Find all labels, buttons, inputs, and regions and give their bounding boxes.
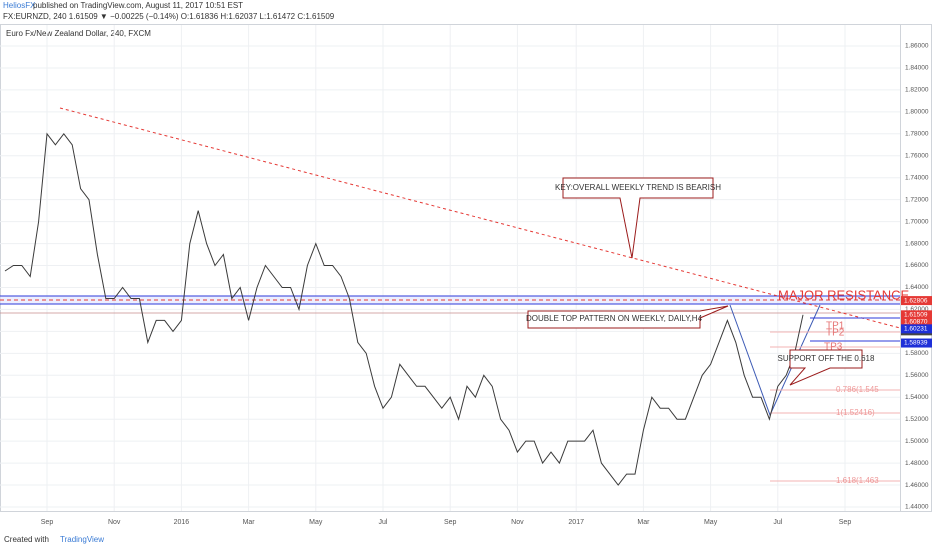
bearish-trendline <box>59 107 901 329</box>
published-line: published on TradingView.com, August 11,… <box>33 1 243 10</box>
callout-text: KEY:OVERALL WEEKLY TREND IS BEARISH <box>555 183 721 192</box>
price-label: 1.58939 <box>904 340 928 347</box>
tp-label: TP3 <box>824 342 843 353</box>
price-label: 1.60231 <box>904 326 928 333</box>
price-label-box <box>901 324 932 334</box>
callout-box <box>527 305 729 329</box>
publisher[interactable]: HeliosFX <box>3 1 36 10</box>
callout-text: SUPPORT OFF THE 0.618 <box>778 354 875 363</box>
y-tick-label: 1.84000 <box>905 65 929 72</box>
price-label-box <box>901 296 932 306</box>
price-label: 1.61509 <box>904 312 928 319</box>
callout-box <box>789 349 863 386</box>
y-tick-label: 1.68000 <box>905 240 929 247</box>
y-tick-label: 1.50000 <box>905 438 929 445</box>
x-tick-label: 2017 <box>568 519 584 526</box>
tp-label: TP2 <box>826 328 845 339</box>
footer-created: Created with <box>4 535 49 544</box>
y-tick-label: 1.66000 <box>905 262 929 269</box>
chart-title: Euro Fx/New Zealand Dollar, 240, FXCM <box>6 29 151 38</box>
callout-text: DOUBLE TOP PATTERN ON WEEKLY, DAILY,H4 <box>526 314 703 323</box>
fib-label: 1.618(1.463 <box>836 476 879 485</box>
y-tick-label: 1.46000 <box>905 482 929 489</box>
price-label-box <box>901 310 932 320</box>
x-tick-label: Jul <box>773 519 782 526</box>
x-tick-label: Nov <box>108 519 121 526</box>
y-tick-label: 1.76000 <box>905 152 929 159</box>
y-tick-label: 1.86000 <box>905 43 929 50</box>
x-tick-label: 2016 <box>174 519 190 526</box>
price-label-box <box>901 338 932 348</box>
x-tick-label: Mar <box>637 519 650 526</box>
x-tick-label: Jul <box>379 519 388 526</box>
resistance-label: MAJOR RESISTANCE <box>778 287 910 302</box>
x-tick-label: May <box>309 519 323 526</box>
fib-label: 1(1.52416) <box>836 408 875 417</box>
y-tick-label: 1.56000 <box>905 372 929 379</box>
x-tick-label: Sep <box>444 519 457 526</box>
y-tick-label: 1.70000 <box>905 218 929 225</box>
x-tick-label: Mar <box>243 519 256 526</box>
y-tick-label: 1.54000 <box>905 394 929 401</box>
price-label: 1.62806 <box>904 297 928 304</box>
tp-label: TP1 <box>826 321 845 332</box>
footer-brand[interactable]: TradingView <box>60 535 104 544</box>
y-tick-label: 1.48000 <box>905 460 929 467</box>
price-label: 1.60870 <box>904 319 928 326</box>
price-label-box <box>901 317 932 327</box>
y-tick-label: 1.64000 <box>905 284 929 291</box>
x-tick-label: Sep <box>41 519 54 526</box>
y-tick-label: 1.78000 <box>905 131 929 138</box>
y-tick-label: 1.80000 <box>905 109 929 116</box>
x-tick-label: May <box>704 519 718 526</box>
y-tick-label: 1.82000 <box>905 87 929 94</box>
y-tick-label: 1.74000 <box>905 174 929 181</box>
fib-label: 0.786(1.545 <box>836 385 879 394</box>
price-line <box>4 132 804 486</box>
y-tick-label: 1.44000 <box>905 504 929 511</box>
x-tick-label: Sep <box>839 519 852 526</box>
callout-box <box>562 177 714 259</box>
y-tick-label: 1.72000 <box>905 196 929 203</box>
y-tick-label: 1.52000 <box>905 416 929 423</box>
y-tick-label: 1.58000 <box>905 350 929 357</box>
quote-line: FX:EURNZD, 240 1.61509 ▼ −0.00225 (−0.14… <box>3 12 335 21</box>
x-tick-label: Nov <box>511 519 524 526</box>
y-tick-label: 1.62000 <box>905 306 929 313</box>
